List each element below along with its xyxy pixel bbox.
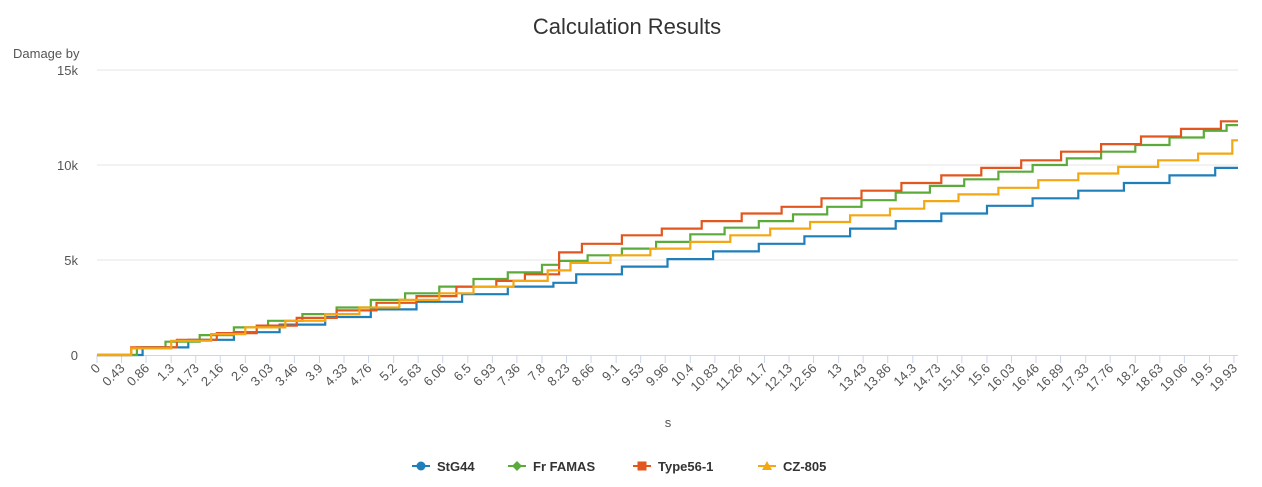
- x-tick-label: 12.13: [762, 361, 796, 395]
- x-tick-label: 17.33: [1058, 361, 1092, 395]
- x-tick-label: 5.2: [376, 361, 399, 384]
- x-tick-label: 0.43: [99, 361, 128, 390]
- x-tick-label: 3.46: [272, 361, 301, 390]
- y-axis-title: Damage by: [13, 46, 80, 61]
- x-tick-label: 19.93: [1207, 361, 1241, 395]
- legend-label: Type56-1: [658, 459, 713, 474]
- x-tick-label: 2.6: [228, 361, 251, 384]
- x-axis-title: s: [665, 415, 672, 430]
- x-tick-label: 4.76: [346, 361, 375, 390]
- x-tick-label: 6.5: [451, 361, 474, 384]
- x-tick-label: 0.86: [124, 361, 153, 390]
- legend-marker-triangle: [762, 461, 772, 470]
- legend-item-stg44[interactable]: StG44: [412, 459, 475, 474]
- y-tick-label: 5k: [64, 253, 78, 268]
- x-tick-label: 16.03: [984, 361, 1018, 395]
- x-tick-label: 8.66: [569, 361, 598, 390]
- x-tick-label: 9.96: [643, 361, 672, 390]
- x-tick-label: 7.8: [525, 361, 548, 384]
- x-tick-label: 13.86: [860, 361, 894, 395]
- series-line-type56-1[interactable]: [97, 120, 1238, 357]
- y-tick-label: 10k: [57, 158, 78, 173]
- x-tick-label: 7.36: [495, 361, 524, 390]
- x-tick-label: 15.16: [934, 361, 968, 395]
- y-axis-ticks: 0 5k 10k 15k: [57, 63, 78, 363]
- chart-title: Calculation Results: [533, 14, 721, 39]
- x-tick-label: 1.3: [154, 361, 177, 384]
- legend-item-cz-805[interactable]: CZ-805: [758, 459, 826, 474]
- x-tick-label: 16.89: [1033, 361, 1067, 395]
- x-tick-label: 13.43: [836, 361, 870, 395]
- y-tick-label: 15k: [57, 63, 78, 78]
- x-tick-label: 3.03: [247, 361, 276, 390]
- x-tick-label: 3.9: [302, 361, 325, 384]
- x-tick-label: 19.06: [1157, 361, 1191, 395]
- series-line-stg44[interactable]: [97, 166, 1238, 357]
- x-tick-label: 2.16: [198, 361, 227, 390]
- x-tick-label: 5.63: [396, 361, 425, 390]
- y-tick-label: 0: [71, 348, 78, 363]
- x-tick-label: 1.73: [173, 361, 202, 390]
- x-tick-label: 6.06: [420, 361, 449, 390]
- legend-marker-circle: [416, 461, 426, 471]
- legend-item-type56-1[interactable]: Type56-1: [633, 459, 713, 474]
- x-tick-label: 9.1: [599, 361, 622, 384]
- legend[interactable]: StG44 Fr FAMAS Type56-1 CZ-805: [412, 459, 826, 474]
- x-axis: 00.430.86 1.31.732.16 2.63.033.46 3.94.334.…: [87, 355, 1240, 394]
- x-tick-label: 9.53: [618, 361, 647, 390]
- legend-label: Fr FAMAS: [533, 459, 595, 474]
- x-tick-label: 4.33: [322, 361, 351, 390]
- x-tick-label: 0: [87, 361, 103, 377]
- legend-label: CZ-805: [783, 459, 826, 474]
- x-tick-label: 12.56: [786, 361, 820, 395]
- x-tick-label: 10.83: [687, 361, 721, 395]
- series-line-fr-famas[interactable]: [97, 124, 1238, 357]
- x-tick-label: 6.93: [470, 361, 499, 390]
- legend-item-fr-famas[interactable]: Fr FAMAS: [508, 459, 595, 474]
- legend-label: StG44: [437, 459, 475, 474]
- x-tick-label: 11.26: [713, 361, 746, 394]
- x-tick-label: 18.63: [1132, 361, 1166, 395]
- x-tick-label: 14.73: [910, 361, 944, 395]
- legend-marker-square: [637, 461, 647, 471]
- x-tick-label: 17.76: [1083, 361, 1117, 395]
- x-tick-label: 8.23: [544, 361, 573, 390]
- series-layer: [97, 120, 1238, 357]
- x-tick-label: 16.46: [1009, 361, 1043, 395]
- legend-marker-diamond: [512, 461, 522, 471]
- series-line-cz-805[interactable]: [97, 139, 1238, 357]
